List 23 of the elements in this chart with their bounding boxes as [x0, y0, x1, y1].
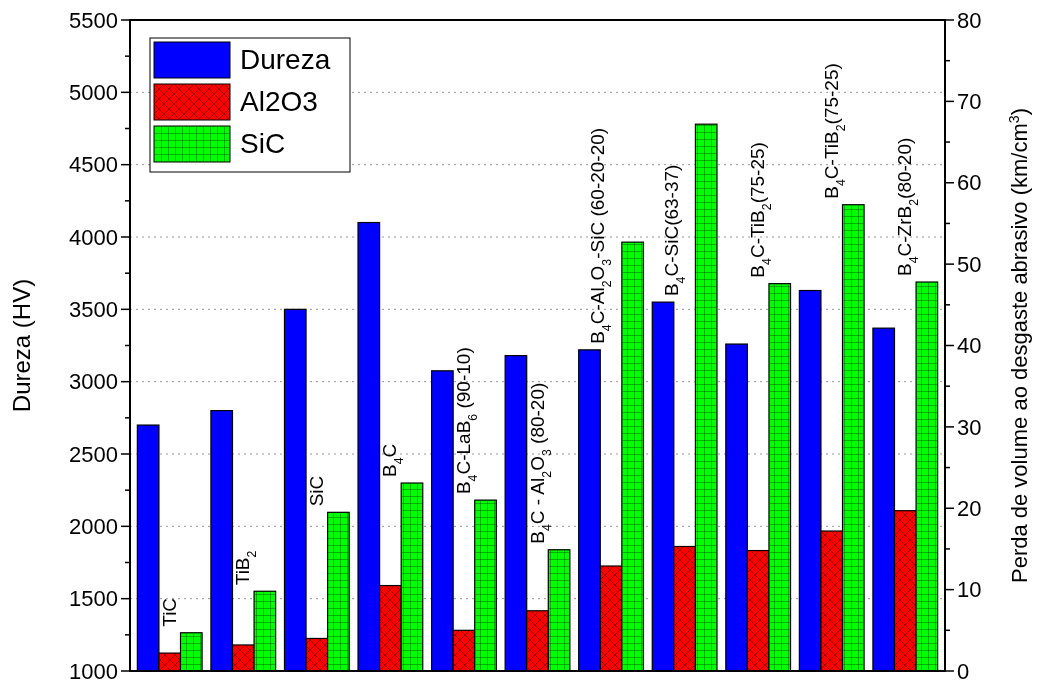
legend-label: Dureza	[240, 44, 331, 75]
y2-tick-label: 40	[957, 333, 982, 359]
y-tick-label: 5000	[69, 80, 118, 106]
y2-tick-label: 30	[957, 414, 982, 440]
y-tick-label: 3000	[69, 369, 118, 395]
y-tick-label: 4000	[69, 224, 118, 250]
y-tick-label: 3500	[69, 297, 118, 323]
y2-tick-label: 70	[957, 89, 982, 115]
y2-tick-label: 80	[957, 7, 982, 33]
y2-tick-label: 50	[957, 251, 982, 277]
y-tick-label: 4500	[69, 152, 118, 178]
y2-tick-label: 0	[957, 658, 970, 684]
y-tick-label: 2000	[69, 514, 118, 540]
x-tick-label: TiC	[158, 597, 180, 627]
y-tick-label: 1500	[69, 586, 118, 612]
y-tick-label: 1000	[69, 658, 118, 684]
y-axis-title: Dureza (HV)	[8, 278, 35, 413]
y-tick-label: 2500	[69, 441, 118, 467]
y-tick-label: 5500	[69, 7, 118, 33]
legend-label: Al2O3	[240, 86, 318, 117]
y2-tick-label: 20	[957, 495, 982, 521]
y2-tick-label: 10	[957, 577, 982, 603]
y2-tick-label: 60	[957, 170, 982, 196]
